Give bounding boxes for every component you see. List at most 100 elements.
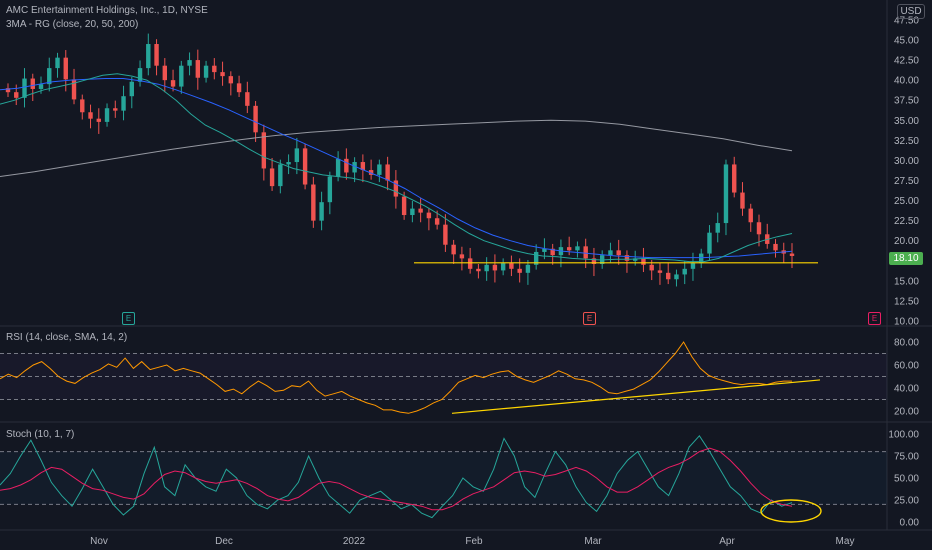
candle-body: [22, 78, 27, 98]
candle-body: [30, 78, 35, 89]
candle-body: [649, 264, 654, 271]
candle-body: [146, 44, 151, 69]
rsi-tick-label: 40.00: [894, 384, 919, 395]
candle-body: [311, 184, 316, 221]
candle-body: [63, 57, 68, 80]
candle-body: [773, 243, 778, 251]
price-tick-label: 45.00: [894, 36, 919, 47]
earnings-event-icon[interactable]: E: [868, 312, 881, 325]
x-tick-label: Mar: [584, 536, 602, 547]
candle-body: [533, 251, 539, 265]
candle-body: [517, 268, 522, 273]
candle-body: [550, 248, 555, 256]
candle-body: [401, 196, 407, 216]
candle-body: [476, 268, 481, 272]
price-tick-label: 15.00: [894, 276, 919, 287]
candle-body: [137, 68, 143, 82]
indicator-label: 3MA - RG (close, 20, 50, 200): [6, 19, 139, 30]
chart-title: AMC Entertainment Holdings, Inc., 1D, NY…: [6, 5, 208, 16]
candle-body: [657, 270, 663, 273]
stoch-tick-label: 100.00: [888, 430, 919, 441]
candle-body: [170, 80, 176, 87]
candle-body: [228, 76, 234, 84]
currency-badge[interactable]: USD: [897, 4, 925, 19]
candle-body: [327, 176, 333, 203]
x-tick-label: Feb: [465, 536, 483, 547]
rsi-trendline: [451, 379, 821, 414]
candle-body: [500, 263, 506, 271]
candle-body: [377, 164, 382, 175]
rsi-tick-label: 20.00: [894, 407, 919, 418]
rsi-tick-label: 80.00: [894, 338, 919, 349]
candle-body: [566, 247, 572, 251]
ma50-line: [0, 78, 793, 259]
candle-body: [319, 202, 324, 221]
candle-body: [154, 44, 159, 66]
rsi-tick-label: 60.00: [894, 361, 919, 372]
price-tick-label: 25.00: [894, 196, 919, 207]
candle-body: [55, 57, 60, 69]
stoch-tick-label: 0.00: [900, 518, 920, 529]
candle-body: [583, 246, 588, 259]
candle-body: [47, 68, 52, 85]
price-tick-label: 12.50: [894, 296, 919, 307]
candle-body: [294, 148, 300, 163]
candle-body: [352, 162, 357, 173]
candle-body: [245, 92, 250, 106]
candle-body: [509, 263, 514, 269]
candle-body: [220, 72, 225, 77]
price-tick-label: 27.50: [894, 176, 919, 187]
candle-body: [236, 83, 242, 93]
candle-body: [410, 208, 415, 216]
candle-body: [5, 88, 11, 93]
candle-body: [616, 250, 621, 256]
candle-body: [715, 223, 720, 233]
candle-body: [253, 105, 258, 133]
candle-body: [690, 263, 696, 269]
candle-body: [261, 132, 267, 169]
stoch-tick-label: 75.00: [894, 452, 919, 463]
x-tick-label: 2022: [343, 536, 366, 547]
price-tick-label: 20.00: [894, 236, 919, 247]
stoch-d-line: [0, 447, 793, 511]
candle-body: [104, 108, 110, 122]
candle-body: [492, 264, 498, 271]
candle-body: [732, 164, 737, 193]
candle-body: [451, 244, 456, 255]
stoch-k-line: [0, 434, 793, 519]
candle-body: [71, 79, 77, 100]
candle-body: [129, 81, 134, 97]
stoch-tick-label: 25.00: [894, 496, 919, 507]
candle-body: [467, 258, 473, 269]
candle-body: [14, 92, 19, 98]
price-tick-label: 32.50: [894, 136, 919, 147]
candle-body: [80, 99, 85, 113]
candle-body: [682, 268, 687, 275]
price-tick-label: 30.00: [894, 156, 919, 167]
candle-body: [38, 84, 44, 89]
candle-body: [203, 65, 209, 78]
earnings-event-icon[interactable]: E: [122, 312, 135, 325]
candle-body: [707, 232, 712, 254]
rsi-line: [0, 341, 792, 414]
candle-body: [740, 192, 745, 209]
candle-body: [212, 65, 217, 73]
price-tick-label: 40.00: [894, 76, 919, 87]
earnings-event-icon[interactable]: E: [583, 312, 596, 325]
candle-body: [393, 180, 399, 197]
candle-body: [723, 164, 729, 224]
candle-body: [269, 168, 275, 187]
candle-body: [179, 65, 184, 87]
candle-body: [368, 170, 374, 175]
candle-body: [641, 258, 646, 265]
candle-body: [286, 162, 291, 165]
price-tick-label: 47.50: [894, 15, 919, 26]
crossover-highlight-circle: [760, 499, 822, 523]
candle-body: [96, 118, 101, 122]
candle-body: [459, 254, 465, 259]
last-price-label: 18.10: [889, 252, 923, 265]
x-tick-label: Nov: [90, 536, 108, 547]
x-tick-label: May: [836, 536, 855, 547]
price-tick-label: 10.00: [894, 317, 919, 328]
